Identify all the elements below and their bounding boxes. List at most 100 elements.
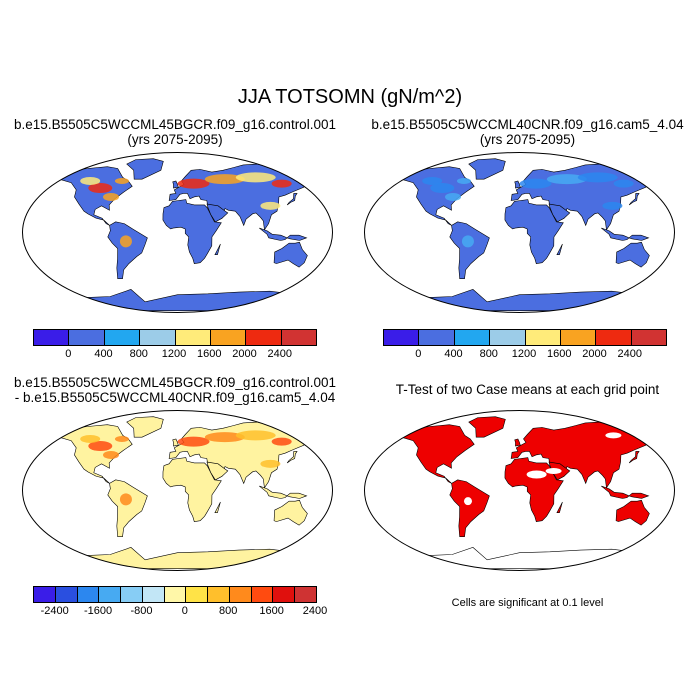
land-greenland <box>468 416 506 438</box>
land-southAmerica <box>449 479 490 538</box>
value-patch <box>430 183 455 194</box>
colorbar-swatch <box>99 587 122 602</box>
colorbar-swatch <box>210 330 247 345</box>
colorbar-tick-label: 1600 <box>197 348 222 360</box>
panel-title-ttest: T-Test of two Case means at each grid po… <box>355 382 700 397</box>
colorbar-swatch <box>55 587 78 602</box>
land-africa <box>162 199 222 264</box>
colorbar-tick-label: 0 <box>65 348 72 360</box>
value-patch <box>271 179 292 188</box>
map-border <box>364 410 675 571</box>
colorbar-tick-label: 2400 <box>617 348 642 360</box>
value-patch <box>88 183 113 194</box>
map-difference <box>22 410 333 571</box>
land-eurasia <box>510 421 658 489</box>
value-patch <box>613 179 634 188</box>
colorbar-swatch <box>295 587 316 602</box>
land-australia <box>273 499 308 526</box>
value-patch <box>577 172 618 183</box>
land-arabia <box>548 203 571 223</box>
land-australia <box>273 241 308 268</box>
map-case <box>364 152 675 313</box>
colorbar-swatch <box>142 587 165 602</box>
value-patch <box>461 235 474 248</box>
colorbar-tick-label: 400 <box>444 348 463 360</box>
land-africa <box>162 457 222 522</box>
colorbar-tick-label: 0 <box>181 605 188 617</box>
map-border <box>22 152 333 313</box>
land-africa <box>504 457 564 522</box>
colorbar-swatch <box>69 330 105 345</box>
land-northAmerica <box>389 424 475 484</box>
value-patch <box>103 450 120 459</box>
value-patch <box>80 434 101 443</box>
value-patch <box>260 201 281 210</box>
land-southAmerica <box>449 221 490 280</box>
colorbar-swatch <box>34 587 56 602</box>
land-northAmerica <box>389 166 475 226</box>
colorbar-tick-label: 0 <box>415 348 422 360</box>
colorbar-tick-label: 2000 <box>582 348 607 360</box>
colorbar-swatch <box>419 330 455 345</box>
value-patch <box>114 435 129 442</box>
ttest-note: Cells are significant at 0.1 level <box>451 597 604 609</box>
value-patch <box>271 437 292 446</box>
value-patch <box>88 441 113 452</box>
land-africa <box>504 199 564 264</box>
value-patch <box>204 174 245 185</box>
land-arabia <box>206 461 229 481</box>
land-madagascar <box>556 243 563 256</box>
colorbar-tick-label: 1200 <box>511 348 537 360</box>
panel-title-case-line1: b.e15.B5505C5WCCML40CNR.f09_g16.cam5_4.0… <box>371 117 684 132</box>
colorbar-difference-labels: -2400 -1600 -800 0 800 1600 2400 <box>33 605 328 619</box>
map-border <box>22 410 333 571</box>
colorbar-tick-label: -800 <box>130 605 153 617</box>
colorbar-swatch <box>251 587 274 602</box>
land-uk <box>172 180 179 189</box>
land-southAmerica <box>107 221 148 280</box>
value-patch <box>204 432 245 443</box>
land-uk <box>514 438 521 447</box>
value-patch <box>445 192 462 201</box>
value-patch <box>119 235 132 248</box>
land-madagascar <box>214 501 221 514</box>
panel-title-difference-line2: - b.e15.B5505C5WCCML40CNR.f09_g16.cam5_4… <box>14 390 336 405</box>
land-greenland <box>126 416 164 438</box>
colorbar-swatch <box>229 587 252 602</box>
land-uk <box>514 180 521 189</box>
non-significant-patch <box>463 497 472 506</box>
panel-title-difference-line1: b.e15.B5505C5WCCML45BGCR.f09_g16.control… <box>14 375 336 390</box>
colorbar-swatch <box>281 330 316 345</box>
land-arabia <box>206 203 229 223</box>
land-japan <box>286 193 298 206</box>
non-significant-patch <box>545 467 562 474</box>
land-australia <box>615 241 650 268</box>
land-indonesia <box>601 227 650 241</box>
colorbar-tick-label: -1600 <box>83 605 113 617</box>
colorbar-swatch <box>490 330 526 345</box>
colorbar-swatch <box>384 330 420 345</box>
map-border <box>364 152 675 313</box>
value-patch <box>422 176 443 185</box>
colorbar-swatch <box>273 587 296 602</box>
land-uk <box>172 438 179 447</box>
colorbar-swatch <box>121 587 143 602</box>
land-greenland <box>468 158 506 180</box>
colorbar-swatch <box>525 330 561 345</box>
colorbar-tick-label: 1600 <box>259 605 284 617</box>
panel-title-control: b.e15.B5505C5WCCML45BGCR.f09_g16.control… <box>0 117 350 147</box>
colorbar-control <box>33 329 317 346</box>
main-title: JJA TOTSOMN (gN/m^2) <box>237 86 463 108</box>
colorbar-tick-label: 400 <box>94 348 113 360</box>
value-patch <box>119 493 132 506</box>
land-madagascar <box>214 243 221 256</box>
non-significant-patch <box>605 432 622 439</box>
land-australia <box>615 499 650 526</box>
value-patch <box>177 178 210 189</box>
colorbar-swatch <box>175 330 211 345</box>
value-patch <box>235 172 276 183</box>
colorbar-swatch <box>104 330 141 345</box>
panel-title-control-line1: b.e15.B5505C5WCCML45BGCR.f09_g16.control… <box>14 117 336 132</box>
land-indonesia <box>259 485 308 499</box>
value-patch <box>456 177 471 184</box>
